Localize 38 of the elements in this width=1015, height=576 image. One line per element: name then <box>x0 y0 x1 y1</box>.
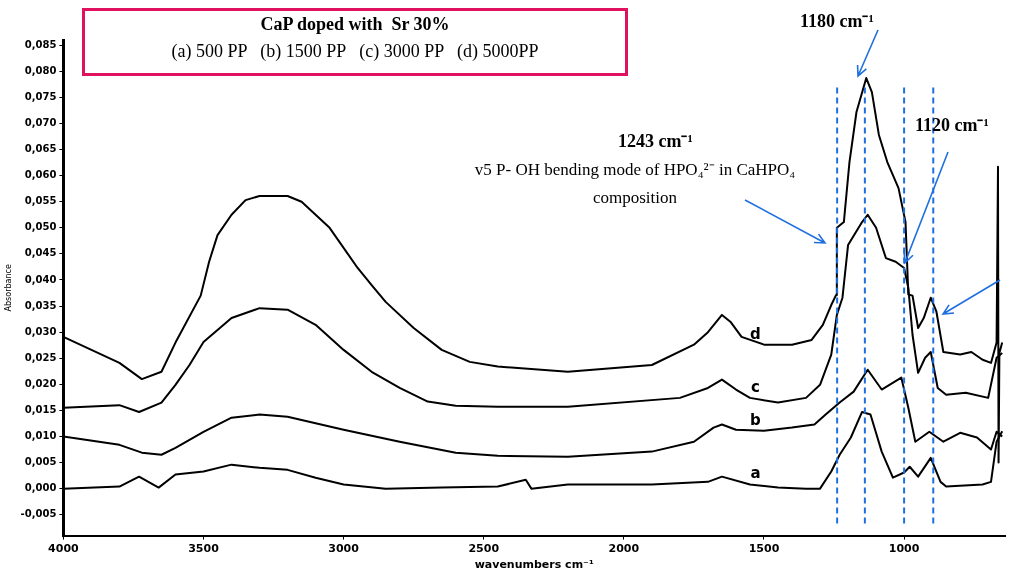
text: 1180 cm⁻¹ <box>800 10 874 32</box>
y-tick-label: 0,080 <box>24 64 57 76</box>
x-tick-label: 1500 <box>748 542 780 556</box>
y-tick-label: 0,005 <box>24 456 57 468</box>
x-tick-label: 1000 <box>888 542 920 556</box>
y-tick-label: 0,010 <box>24 430 57 442</box>
y-axis-title: Absorbance <box>3 264 13 312</box>
y-tick-label: 0,020 <box>24 377 57 389</box>
chart-title: CaP doped with Sr 30% <box>259 13 451 36</box>
y-tick-label: 0,015 <box>24 403 57 415</box>
y-tick-label: 0,065 <box>24 143 57 155</box>
y-tick-label: 0,040 <box>24 273 57 285</box>
x-tick-label: 4000 <box>48 542 80 556</box>
y-tick-label: 0,050 <box>24 221 57 233</box>
y-tick-label: 0,025 <box>24 351 57 363</box>
series-label: c <box>751 377 760 396</box>
y-tick-label: 0,075 <box>24 90 57 102</box>
y-tick-label: 0,035 <box>24 299 57 311</box>
y-tick-label: 0,045 <box>24 247 57 259</box>
annotation: v5 P- OH bending mode of HPO₄²⁻ in CaHPO₄ composition <box>473 159 797 209</box>
y-tick-label: -0,005 <box>20 508 57 520</box>
x-tick-label: 2000 <box>608 542 640 556</box>
x-tick-label: 3500 <box>188 542 220 556</box>
chart-subtitle: (a) 500 PP (b) 1500 PP (c) 3000 PP (d) 5000PP <box>170 40 540 63</box>
x-tick-label: 2500 <box>468 542 500 556</box>
y-tick-label: 0,030 <box>24 325 57 337</box>
annotation: 1120 cm⁻¹ <box>915 114 989 136</box>
y-tick-label: 0,060 <box>24 169 57 181</box>
x-axis-title: wavenumbers cm⁻¹ <box>474 558 594 572</box>
y-tick-label: 0,000 <box>24 482 57 494</box>
series-label: b <box>750 410 762 429</box>
annotation: 1243 cm⁻¹ <box>618 130 693 152</box>
y-tick-label: 0,085 <box>24 38 57 50</box>
x-tick-label: 3000 <box>328 542 360 556</box>
y-tick-label: 0,070 <box>24 117 57 129</box>
series-label: d <box>750 324 761 343</box>
y-tick-label: 0,055 <box>24 195 57 207</box>
series-label: a <box>750 464 761 483</box>
